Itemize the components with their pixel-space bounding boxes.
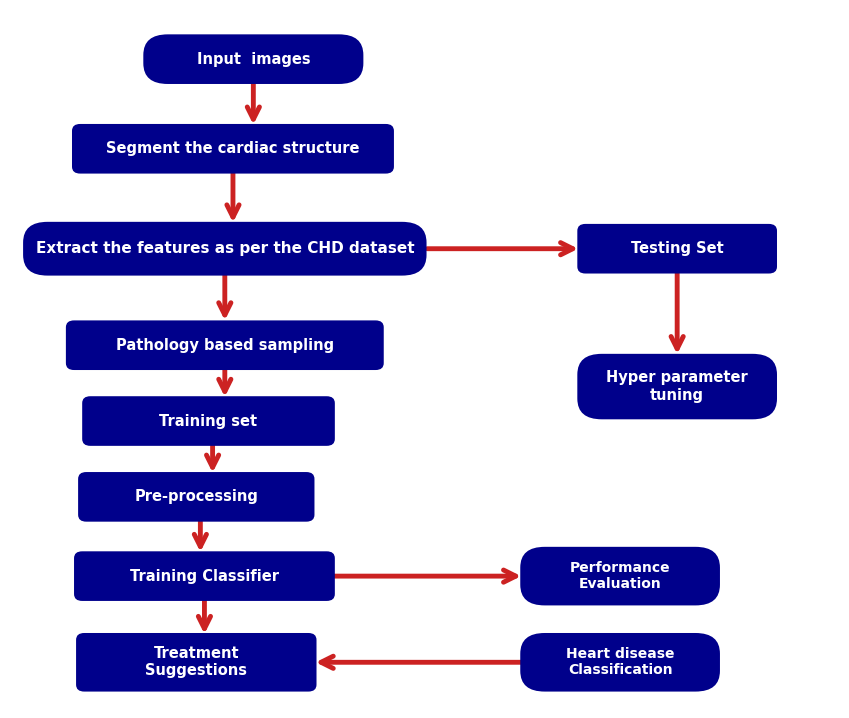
- Text: Testing Set: Testing Set: [631, 241, 723, 256]
- FancyBboxPatch shape: [520, 633, 720, 691]
- Text: Segment the cardiac structure: Segment the cardiac structure: [106, 141, 360, 157]
- FancyBboxPatch shape: [72, 124, 394, 174]
- Text: Pathology based sampling: Pathology based sampling: [115, 337, 334, 353]
- FancyBboxPatch shape: [74, 551, 335, 601]
- FancyBboxPatch shape: [78, 472, 314, 522]
- FancyBboxPatch shape: [76, 633, 317, 691]
- FancyBboxPatch shape: [82, 396, 335, 446]
- Text: Hyper parameter
tuning: Hyper parameter tuning: [606, 370, 748, 403]
- FancyBboxPatch shape: [577, 354, 777, 419]
- FancyBboxPatch shape: [23, 222, 426, 276]
- FancyBboxPatch shape: [520, 547, 720, 605]
- Text: Performance
Evaluation: Performance Evaluation: [570, 561, 671, 591]
- Text: Training set: Training set: [160, 414, 257, 429]
- Text: Pre-processing: Pre-processing: [134, 490, 258, 504]
- FancyBboxPatch shape: [66, 320, 384, 370]
- Text: Heart disease
Classification: Heart disease Classification: [566, 647, 674, 677]
- Text: Treatment
Suggestions: Treatment Suggestions: [145, 646, 247, 679]
- Text: Extract the features as per the CHD dataset: Extract the features as per the CHD data…: [36, 241, 414, 256]
- FancyBboxPatch shape: [577, 224, 777, 274]
- FancyBboxPatch shape: [143, 34, 363, 84]
- Text: Input  images: Input images: [196, 52, 310, 67]
- Text: Training Classifier: Training Classifier: [130, 569, 279, 584]
